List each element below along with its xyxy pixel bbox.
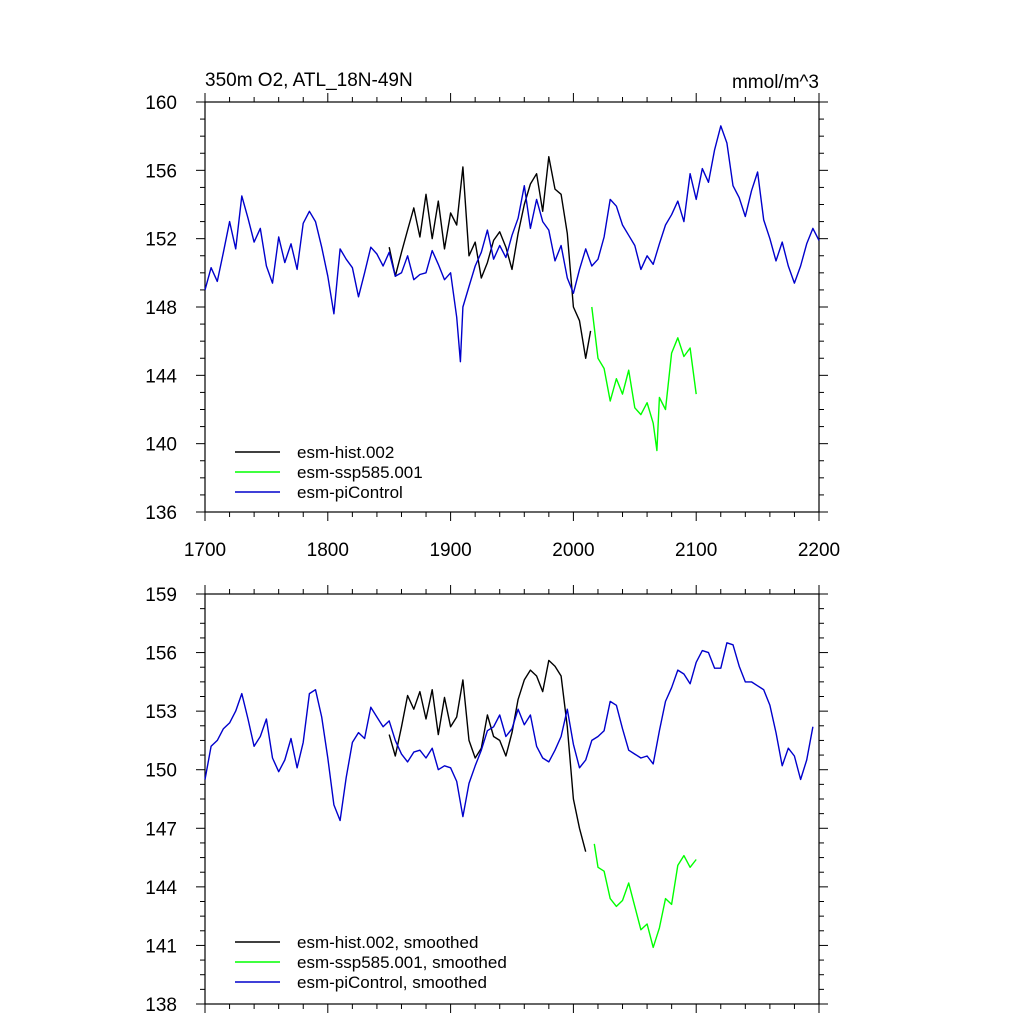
y-tick-label: 144 (145, 366, 177, 387)
legend-label: esm-hist.002, smoothed (297, 933, 478, 952)
y-tick-label: 152 (145, 230, 177, 251)
series-line-0 (388, 155, 592, 359)
x-tick-label: 2000 (552, 540, 594, 561)
y-tick-label: 148 (145, 298, 177, 319)
series-line-1 (593, 843, 697, 949)
y-tick-label: 150 (145, 761, 177, 782)
y-tick-label: 140 (145, 435, 177, 456)
y-tick-label: 138 (145, 995, 177, 1016)
legend-label: esm-ssp585.001, smoothed (297, 953, 507, 972)
top-panel: 1700 1800 1900 2000 2100 2200 136 140 144 148 152 1… (145, 70, 840, 561)
y-tick-label: 159 (145, 585, 177, 606)
series-line-1 (591, 306, 697, 452)
x-tick-label: 1900 (429, 540, 471, 561)
series-line-2 (204, 125, 820, 363)
series-line-2 (204, 642, 814, 822)
bottom-panel: 138 141 144 147 150 153 156 159 esm-hist.002, sm… (145, 585, 828, 1016)
y-tick-label: 156 (145, 161, 177, 182)
legend-label: esm-piControl (297, 483, 403, 502)
x-tick-label: 2200 (798, 540, 840, 561)
y-tick-label: 160 (145, 93, 177, 114)
legend-label: esm-hist.002 (297, 443, 394, 462)
x-tick-label: 1700 (184, 540, 226, 561)
units-label: mmol/m^3 (732, 72, 819, 93)
chart-title: 350m O2, ATL_18N-49N (205, 70, 413, 91)
y-tick-label: 141 (145, 936, 177, 957)
y-tick-label: 153 (145, 702, 177, 723)
y-tick-label: 144 (145, 878, 177, 899)
series-line-0 (388, 659, 587, 852)
x-tick-label: 1800 (307, 540, 349, 561)
y-tick-label: 136 (145, 503, 177, 524)
legend-label: esm-ssp585.001 (297, 463, 423, 482)
y-tick-label: 156 (145, 644, 177, 665)
y-tick-label: 147 (145, 819, 177, 840)
x-tick-label: 2100 (675, 540, 717, 561)
legend-label: esm-piControl, smoothed (297, 973, 487, 992)
